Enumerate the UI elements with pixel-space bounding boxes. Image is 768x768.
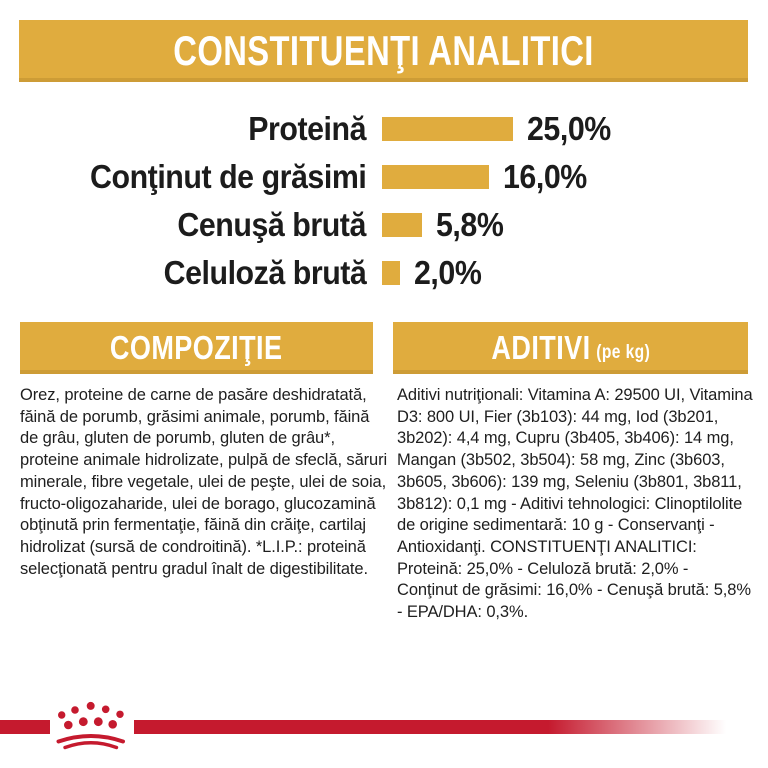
chart-bar (382, 165, 489, 189)
chart-label: Celuloză brută (163, 254, 366, 291)
chart-bar (382, 117, 513, 141)
composition-banner: COMPOZIŢIE (20, 322, 373, 374)
analytical-constituents-banner: CONSTITUENŢI ANALITICI (19, 20, 748, 82)
additives-banner: ADITIVI (pe kg) (393, 322, 748, 374)
chart-label: Cenuşă brută (177, 206, 367, 243)
chart-row-fibre: Celuloză brută 2,0% (0, 249, 768, 297)
composition-heading: COMPOZIŢIE (110, 329, 283, 366)
additives-heading-suffix: (pe kg) (595, 342, 650, 363)
chart-label: Proteină (248, 110, 366, 147)
chart-row-protein: Proteină 25,0% (0, 105, 768, 153)
chart-value: 25,0% (527, 110, 611, 147)
chart-label: Conţinut de grăsimi (89, 158, 367, 195)
royal-canin-crown-icon (56, 701, 125, 750)
red-stripe-right (134, 720, 726, 734)
chart-bar (382, 213, 422, 237)
additives-text: Aditivi nutriţionali: Vitamina A: 29500 … (397, 386, 753, 622)
chart-row-ash: Cenuşă brută 5,8% (0, 201, 768, 249)
chart-value: 2,0% (414, 254, 482, 291)
additives-heading: ADITIVI (pe kg) (491, 329, 650, 367)
page-title: CONSTITUENŢI ANALITICI (173, 27, 594, 74)
additives-heading-main: ADITIVI (491, 329, 591, 366)
chart-value: 5,8% (436, 206, 504, 243)
analytical-constituents-chart: Proteină 25,0% Conţinut de grăsimi 16,0%… (0, 105, 768, 297)
chart-bar (382, 261, 400, 285)
composition-text: Orez, proteine de carne de pasăre deshid… (20, 386, 388, 578)
chart-value: 16,0% (503, 158, 587, 195)
red-stripe-left (0, 720, 50, 734)
chart-row-fat: Conţinut de grăsimi 16,0% (0, 153, 768, 201)
